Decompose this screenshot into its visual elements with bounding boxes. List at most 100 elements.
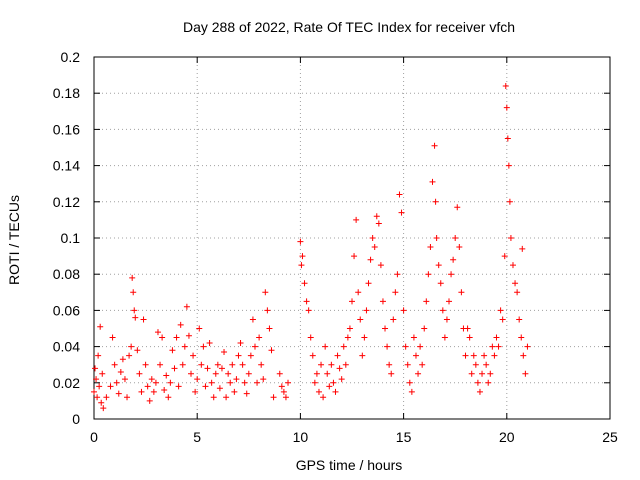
data-point (503, 104, 510, 111)
data-point (520, 352, 527, 359)
data-point (369, 235, 376, 241)
data-point (282, 394, 289, 401)
data-point (502, 82, 509, 89)
data-point (485, 379, 492, 386)
y-axis-label: ROTI / TECUs (6, 195, 22, 285)
data-point (268, 347, 275, 354)
data-point (121, 376, 128, 383)
y-tick-label: 0 (72, 411, 80, 427)
data-point (315, 388, 322, 395)
data-point (92, 365, 99, 372)
data-point (313, 370, 320, 377)
x-axis-label: GPS time / hours (296, 457, 403, 473)
x-tick-label: 0 (90, 429, 98, 445)
data-point (196, 325, 203, 332)
data-point (363, 307, 370, 314)
data-point (144, 383, 151, 390)
data-point (479, 370, 486, 377)
data-point (229, 361, 236, 368)
data-point (95, 352, 102, 359)
data-point (476, 388, 483, 395)
data-point (373, 213, 380, 220)
data-point (111, 361, 118, 368)
data-point (332, 388, 339, 395)
data-point (412, 352, 419, 359)
data-point (214, 361, 221, 368)
data-point (159, 334, 166, 341)
data-point (124, 394, 131, 401)
data-point (225, 370, 232, 377)
data-point (311, 379, 318, 386)
data-point (173, 334, 180, 341)
data-point (379, 298, 386, 305)
data-point (326, 383, 333, 390)
data-point (297, 238, 304, 245)
data-point (318, 361, 325, 368)
data-point (499, 316, 506, 323)
data-point (188, 370, 195, 377)
data-point (446, 298, 453, 305)
data-point (462, 352, 469, 359)
data-point (506, 198, 513, 205)
data-point (487, 370, 494, 377)
data-point (481, 352, 488, 359)
data-point (377, 262, 384, 269)
data-points (91, 82, 531, 412)
data-point (194, 376, 201, 383)
data-point (519, 245, 526, 252)
data-point (431, 142, 438, 149)
data-point (365, 280, 372, 287)
data-point (264, 307, 271, 314)
data-point (97, 323, 104, 330)
data-point (218, 365, 225, 372)
data-point (115, 390, 122, 397)
data-point (171, 365, 178, 372)
data-point (167, 379, 174, 386)
y-tick-label: 0.08 (53, 266, 80, 282)
data-point (384, 343, 391, 350)
data-point (443, 316, 450, 323)
data-point (179, 361, 186, 368)
data-point (367, 256, 374, 263)
data-point (458, 289, 465, 296)
data-point (402, 343, 409, 350)
data-point (464, 325, 471, 332)
data-point (322, 343, 329, 350)
data-point (375, 220, 382, 227)
data-point (338, 376, 345, 383)
data-point (237, 339, 244, 346)
data-point (351, 253, 358, 260)
data-point (278, 383, 285, 390)
data-point (419, 361, 426, 368)
data-point (466, 334, 473, 341)
data-point (298, 262, 305, 269)
data-point (93, 376, 100, 383)
data-point (190, 352, 197, 359)
data-point (233, 376, 240, 383)
data-point (483, 361, 490, 368)
data-point (491, 352, 498, 359)
data-point (518, 334, 525, 341)
data-point (425, 271, 432, 278)
data-point (181, 343, 188, 350)
data-point (239, 361, 246, 368)
x-tick-label: 10 (293, 429, 309, 445)
data-point (509, 262, 516, 269)
data-point (361, 334, 368, 341)
y-tick-label: 0.16 (53, 121, 80, 137)
data-point (437, 280, 444, 287)
data-point (406, 379, 413, 386)
data-point (359, 352, 366, 359)
data-point (456, 244, 463, 251)
data-point (432, 198, 439, 205)
data-point (216, 385, 223, 392)
data-point (175, 383, 182, 390)
data-point (258, 361, 265, 368)
data-point (353, 216, 360, 223)
y-tick-label: 0.1 (61, 230, 81, 246)
data-point (299, 253, 306, 260)
data-point (454, 204, 461, 211)
grid (94, 57, 610, 419)
data-point (270, 394, 277, 401)
data-point (154, 329, 161, 336)
